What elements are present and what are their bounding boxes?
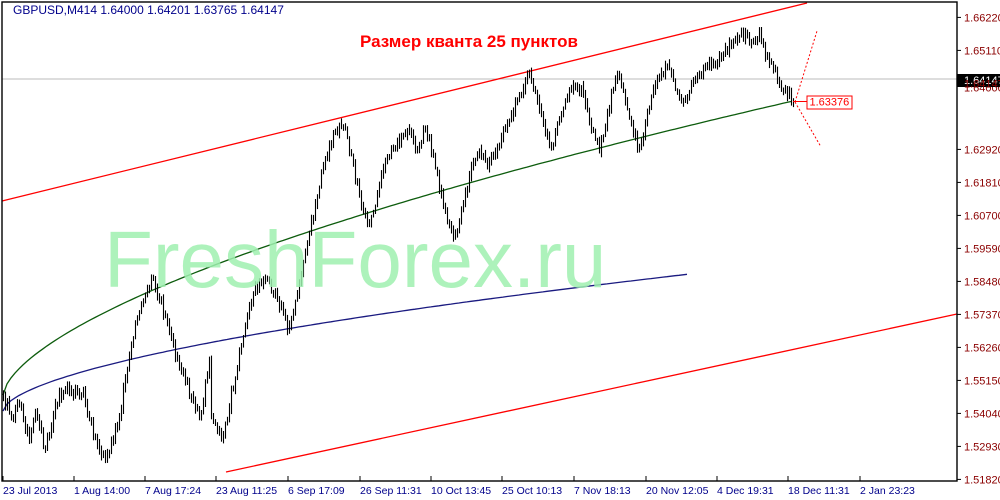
- svg-text:10 Oct 13:45: 10 Oct 13:45: [431, 485, 491, 497]
- svg-text:1.52930: 1.52930: [964, 441, 1000, 453]
- svg-text:1.61810: 1.61810: [964, 177, 1000, 189]
- svg-text:1.56260: 1.56260: [964, 342, 1000, 354]
- svg-text:Размер кванта 25 пунктов: Размер кванта 25 пунктов: [360, 32, 578, 51]
- svg-text:1.54040: 1.54040: [964, 408, 1000, 420]
- svg-text:23 Jul 2013: 23 Jul 2013: [3, 485, 57, 497]
- svg-text:20 Nov 12:05: 20 Nov 12:05: [646, 485, 709, 497]
- svg-text:2 Jan 23:23: 2 Jan 23:23: [860, 485, 915, 497]
- svg-text:1.58480: 1.58480: [964, 276, 1000, 288]
- svg-text:1.62920: 1.62920: [964, 144, 1000, 156]
- svg-text:6 Sep 17:09: 6 Sep 17:09: [288, 485, 345, 497]
- svg-text:1.51820: 1.51820: [964, 474, 1000, 486]
- svg-text:7 Nov 18:13: 7 Nov 18:13: [574, 485, 631, 497]
- svg-text:1.63376: 1.63376: [810, 97, 850, 109]
- svg-text:18 Dec 11:31: 18 Dec 11:31: [788, 485, 850, 497]
- svg-text:FreshForex.ru: FreshForex.ru: [104, 215, 606, 304]
- svg-text:1.59590: 1.59590: [964, 243, 1000, 255]
- svg-text:4 Dec 19:31: 4 Dec 19:31: [717, 485, 774, 497]
- svg-text:23 Aug 11:25: 23 Aug 11:25: [216, 485, 277, 497]
- svg-text:1.66220: 1.66220: [964, 12, 1000, 24]
- svg-text:7 Aug 17:24: 7 Aug 17:24: [145, 485, 201, 497]
- svg-text:1.60700: 1.60700: [964, 210, 1000, 222]
- svg-text:25 Oct 10:13: 25 Oct 10:13: [502, 485, 562, 497]
- svg-text:1.57370: 1.57370: [964, 309, 1000, 321]
- svg-text:GBPUSD,M414 1.64000 1.64201 1: GBPUSD,M414 1.64000 1.64201 1.63765 1.64…: [13, 3, 284, 17]
- svg-text:1.64147: 1.64147: [964, 78, 1000, 90]
- svg-text:26 Sep 11:31: 26 Sep 11:31: [360, 485, 422, 497]
- svg-text:1.55150: 1.55150: [964, 375, 1000, 387]
- svg-text:1 Aug 14:00: 1 Aug 14:00: [74, 485, 130, 497]
- svg-text:1.65110: 1.65110: [964, 45, 1000, 57]
